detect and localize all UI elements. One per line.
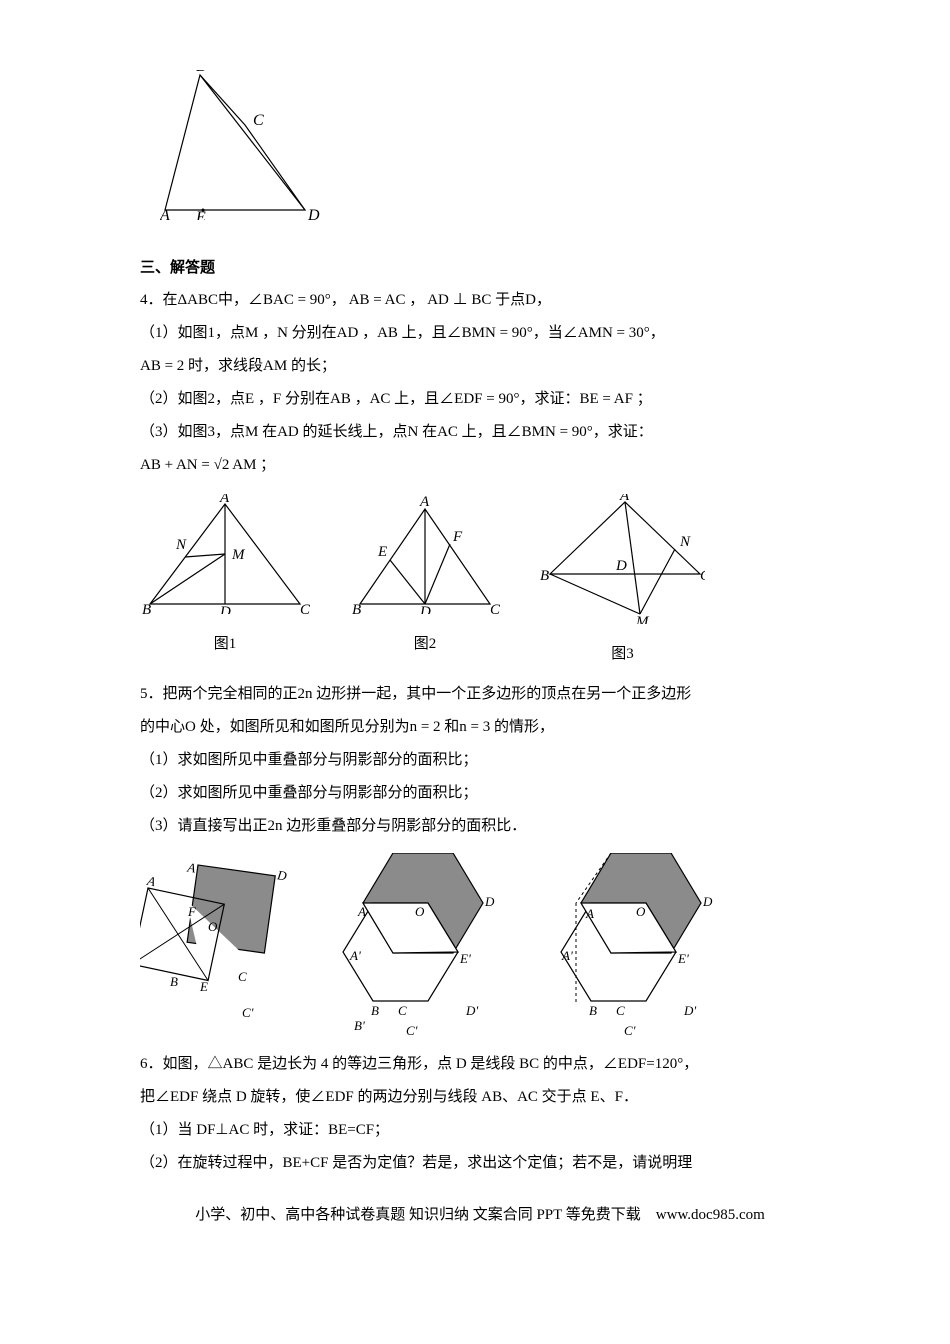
svg-text:M: M — [231, 547, 246, 563]
q4-fig1: A B C D N M 图1 — [140, 494, 310, 670]
svg-text:D: D — [275, 867, 288, 883]
svg-text:M: M — [635, 614, 650, 624]
q5-part2: （2）求如图所见中重叠部分与阴影部分的面积比； — [140, 777, 820, 810]
svg-text:C: C — [616, 1003, 625, 1018]
svg-text:O: O — [636, 904, 646, 919]
q6-stem: 6．如图，△ABC 是边长为 4 的等边三角形，点 D 是线段 BC 的中点，∠… — [140, 1048, 820, 1081]
svg-text:B: B — [170, 974, 178, 989]
svg-text:C: C — [700, 568, 705, 584]
label-C: C — [253, 112, 264, 129]
q6-part1: （1）当 DF⊥AC 时，求证：BE=CF； — [140, 1114, 820, 1147]
svg-text:C: C — [398, 1003, 407, 1018]
svg-text:F: F — [385, 853, 395, 854]
svg-text:B: B — [352, 602, 361, 614]
svg-text:C: C — [490, 602, 500, 614]
svg-text:A: A — [585, 906, 594, 921]
q5-fig-hex2: F E D E' A A' O B C D' C' — [536, 853, 736, 1038]
label-A: A — [160, 207, 170, 220]
svg-text:B: B — [540, 568, 549, 584]
section-3-title: 三、解答题 — [140, 253, 820, 285]
q4-stem: 4．在ΔABC中，∠BAC = 90°， AB = AC ， AD ⊥ BC 于… — [140, 284, 820, 317]
svg-text:D: D — [702, 894, 713, 909]
q5-part1: （1）求如图所见中重叠部分与阴影部分的面积比； — [140, 744, 820, 777]
svg-text:E: E — [449, 853, 458, 854]
q4-fig3-label: 图3 — [540, 639, 705, 671]
svg-text:C': C' — [406, 1023, 418, 1038]
svg-text:D': D' — [683, 1003, 696, 1018]
svg-text:D: D — [615, 558, 627, 574]
svg-text:N: N — [175, 537, 187, 553]
svg-text:C: C — [300, 602, 310, 614]
svg-text:E': E' — [459, 951, 471, 966]
svg-text:C: C — [238, 969, 247, 984]
q5-fig-hex1: F E D E' A A' O B C B' D' C' — [318, 853, 518, 1038]
q6-stem2: 把∠EDF 绕点 D 旋转，使∠EDF 的两边分别与线段 AB、AC 交于点 E… — [140, 1081, 820, 1114]
svg-text:D: D — [219, 604, 231, 614]
svg-text:B: B — [142, 602, 151, 614]
svg-text:A': A' — [349, 948, 361, 963]
svg-text:C': C' — [624, 1023, 636, 1038]
svg-text:O: O — [415, 904, 425, 919]
svg-text:B': B' — [354, 1018, 365, 1033]
q4-fig3: A B C D N M 图3 — [540, 494, 705, 670]
svg-text:D': D' — [465, 1003, 478, 1018]
svg-text:A': A' — [561, 948, 573, 963]
q4-part2: （2）如图2，点E ，F 分别在AB ，AC 上，且∠EDF = 90°，求证：… — [140, 383, 820, 416]
svg-text:F: F — [603, 853, 613, 854]
svg-text:A': A' — [186, 860, 200, 877]
svg-text:E: E — [667, 853, 676, 854]
svg-text:B: B — [589, 1003, 597, 1018]
q5-figure-row: A' D A B' O F B E C C' F E D E' A A' O B… — [140, 853, 820, 1038]
q4-part1: （1）如图1，点M ，N 分别在AD ，AB 上，且∠BMN = 90°，当∠A… — [140, 317, 820, 350]
label-D: D — [307, 207, 320, 220]
svg-text:E: E — [199, 979, 208, 994]
label-B: B — [196, 70, 206, 75]
svg-text:C': C' — [242, 1005, 254, 1020]
q4-fig1-label: 图1 — [140, 629, 310, 661]
q6-part2: （2）在旋转过程中，BE+CF 是否为定值？若是，求出这个定值；若不是，请说明理 — [140, 1147, 820, 1180]
svg-text:B: B — [371, 1003, 379, 1018]
svg-text:D: D — [484, 894, 495, 909]
svg-text:F: F — [452, 529, 463, 545]
svg-text:A: A — [145, 873, 157, 890]
svg-text:N: N — [679, 534, 691, 550]
q5-part3: （3）请直接写出正2n 边形重叠部分与阴影部分的面积比． — [140, 810, 820, 843]
q5-stem: 5．把两个完全相同的正2n 边形拼一起，其中一个正多边形的顶点在另一个正多边形 — [140, 678, 820, 711]
svg-text:O: O — [208, 919, 218, 934]
svg-text:E': E' — [677, 951, 689, 966]
q5-fig-squares: A' D A B' O F B E C C' — [140, 853, 300, 1028]
q5-stem2: 的中心O 处，如图所见和如图所见分别为n = 2 和n = 3 的情形， — [140, 711, 820, 744]
q4-figure-row: A B C D N M 图1 A B C D E F 图2 A — [140, 494, 820, 670]
svg-text:D: D — [419, 604, 431, 614]
svg-text:A: A — [357, 904, 366, 919]
q4-part3: （3）如图3，点M 在AD 的延长线上，点N 在AC 上，且∠BMN = 90°… — [140, 416, 820, 449]
q4-fig2: A B C D E F 图2 — [350, 494, 500, 670]
svg-text:A: A — [619, 494, 630, 504]
top-figure: A B C D E — [160, 70, 820, 233]
svg-text:A: A — [419, 494, 430, 510]
q4-part1b: AB = 2 时，求线段AM 的长； — [140, 350, 820, 383]
svg-text:F: F — [187, 904, 197, 919]
q4-fig2-label: 图2 — [350, 629, 500, 661]
svg-text:E: E — [377, 544, 387, 560]
svg-text:A: A — [219, 494, 230, 506]
q4-part3b: AB + AN = √2 AM ； — [140, 449, 820, 482]
page-footer: 小学、初中、高中各种试卷真题 知识归纳 文案合同 PPT 等免费下载 www.d… — [140, 1200, 820, 1232]
